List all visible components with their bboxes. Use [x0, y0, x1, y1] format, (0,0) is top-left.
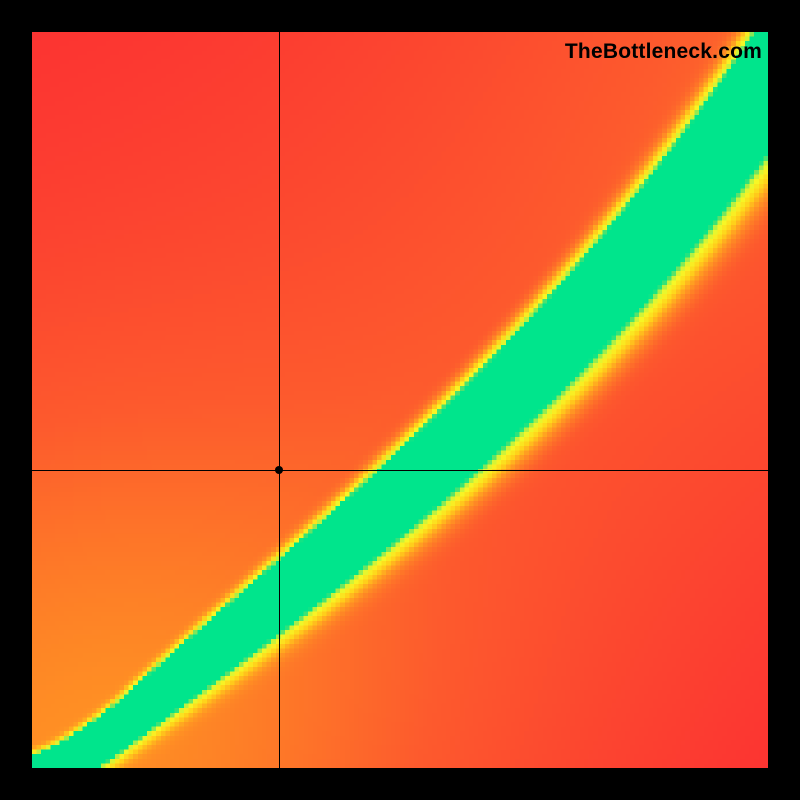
crosshair-marker	[275, 466, 283, 474]
heatmap-canvas	[32, 32, 768, 768]
crosshair-vertical	[279, 32, 280, 768]
outer-frame: TheBottleneck.com	[0, 0, 800, 800]
plot-area: TheBottleneck.com	[32, 32, 768, 768]
watermark-label: TheBottleneck.com	[565, 40, 762, 64]
crosshair-horizontal	[32, 470, 768, 471]
